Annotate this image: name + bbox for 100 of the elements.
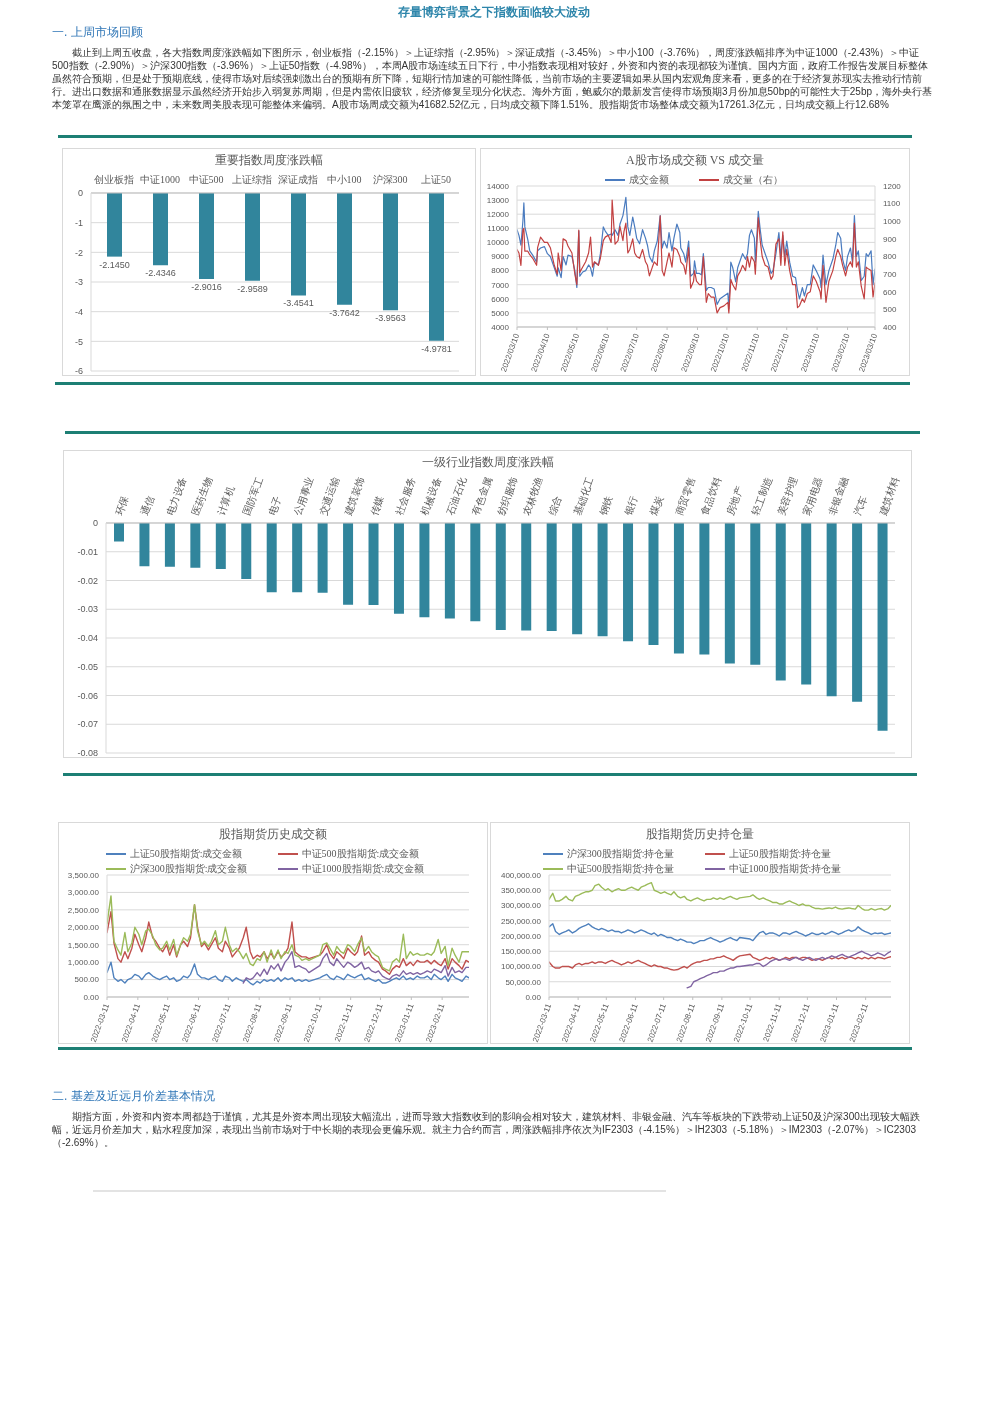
legend-label: 成交量（右） — [723, 173, 783, 186]
y-tick-label: -0.08 — [77, 748, 98, 759]
x-tick-label: 钢铁 — [596, 494, 615, 518]
x-tick-label: 机械设备 — [418, 475, 443, 517]
y2-tick-label: 1200 — [883, 181, 902, 191]
y-tick-label: 200,000.00 — [500, 931, 542, 941]
y-tick-label: 300,000.00 — [500, 901, 542, 911]
x-tick-label: 房地产 — [724, 484, 745, 517]
x-tick-label: 传媒 — [368, 494, 386, 517]
data-label: -2.9589 — [237, 283, 268, 294]
y-tick-label: 150,000.00 — [500, 947, 542, 957]
x-tick-label: 深证成指 — [278, 174, 318, 185]
y2-tick-label: 900 — [883, 234, 897, 244]
chart-title: A股市场成交额 VS 成交量 — [625, 151, 764, 169]
x-tick-label: 美容护理 — [775, 475, 800, 517]
x-tick-label: 非银金融 — [826, 475, 851, 517]
y2-tick-label: 400 — [883, 322, 897, 332]
x-tick-label: 石油石化 — [444, 475, 469, 517]
text: 存量博弈背景之下指数面临较大波动 — [397, 5, 590, 19]
y-tick-label: 4000 — [491, 322, 510, 332]
y-tick-label: 0 — [77, 188, 83, 199]
x-tick-label: 中证500 — [188, 174, 224, 185]
y-tick-label: -3 — [74, 277, 83, 288]
legend-label: 上证50股指期货:持仓量 — [728, 847, 832, 860]
x-tick-label: 银行 — [622, 494, 640, 518]
legend-label: 中证1000股指期货:持仓量 — [728, 862, 842, 875]
x-tick-label: 食品饮料 — [698, 475, 723, 517]
x-tick-label: 中证1000 — [140, 174, 180, 185]
chart-title: 股指期货历史成交额 — [219, 825, 327, 843]
y-tick-label: 5000 — [491, 308, 510, 318]
y-tick-label: 100,000.00 — [500, 962, 542, 972]
y-tick-label: -0.02 — [77, 575, 98, 586]
y-tick-label: -0.06 — [77, 690, 98, 701]
data-label: -2.9016 — [191, 282, 222, 293]
y-tick-label: -4 — [74, 306, 83, 317]
y-tick-label: 500.00 — [74, 975, 100, 985]
y-tick-label: 13000 — [486, 195, 510, 205]
y-tick-label: 3,000.00 — [67, 888, 100, 898]
line-series — [686, 950, 891, 989]
line-series — [242, 950, 469, 984]
y-tick-label: -0.07 — [77, 719, 98, 730]
line-series — [549, 881, 891, 911]
x-tick-label: 轻工制造 — [749, 475, 774, 517]
x-tick-label: 纺织服饰 — [495, 475, 520, 517]
x-tick-label: 综合 — [546, 494, 564, 517]
data-label: -3.7642 — [329, 307, 360, 318]
y-tick-label: 1,500.00 — [67, 940, 100, 950]
x-tick-label: 农林牧渔 — [520, 475, 545, 517]
y-tick-label: 8000 — [491, 266, 510, 276]
y-tick-label: 7000 — [491, 280, 510, 290]
text: 截止到上周五收盘，各大指数周度涨跌幅如下图所示，创业板指（-2.15%）＞上证综指（-2.95%）＞深证成指（-3.45%）＞中小100（-3.76%），周度涨跌幅排序为中证1000（-2.43%）＞中证500指数（-2.90%）＞沪深300指数（-3.96%）＞上证50指数（-4.98%），本周A股市场连续五日下行，中小指数表现相对较好，外资和内资的表现都较为谨慎。国内方面，政府工作报告发展目标整体虽然符合预期，但是处于预期底线，使得市场对后续强刺激出台的预期有所下降，短期行情加速的可能性降低，当前市场的主要逻辑如果从国内宏观角度来看，更多的在于经济复苏现实去推动行情前行。进出口数据和通胀数据显示虽然经济开始步入弱复苏周期，但是内需依旧疲软，经济修复呈现分化状态。海外方面，鲍威尔的最新发言使得市场预期3月份加息50bp的可能性大于25bp，海外央行基本笼罩在鹰派的氛围之中，未来数周美股表现可能整体来偏弱。A股市场周成交额为41682.52亿元，日均成交额下降1.51%。股指期货市场整体成交额为17261.3亿元，日均成交额上行12.68% — [52, 46, 934, 111]
y-tick-label: 14000 — [486, 181, 510, 191]
text: 二. 基差及近远月价差基本情况 — [52, 1089, 215, 1103]
y-tick-label: 3,500.00 — [67, 870, 100, 880]
data-label: -4.9781 — [421, 343, 452, 354]
y-tick-label: 6000 — [491, 294, 510, 304]
legend-label: 中证500股指期货:持仓量 — [566, 862, 675, 875]
data-label: -2.1450 — [99, 259, 130, 270]
y-tick-label: -0.01 — [77, 546, 98, 557]
y2-tick-label: 1000 — [883, 217, 902, 227]
y2-tick-label: 600 — [883, 287, 897, 297]
y-tick-label: 2,000.00 — [67, 923, 100, 933]
x-tick-label: 商贸零售 — [673, 475, 698, 517]
y-tick-label: 9000 — [491, 252, 510, 262]
x-tick-label: 上证50 — [421, 174, 451, 185]
x-tick-label: 沪深300 — [372, 174, 408, 185]
y-tick-label: 11000 — [487, 224, 510, 234]
y-tick-label: 50,000.00 — [505, 977, 542, 987]
y-tick-label: 0.00 — [83, 992, 100, 1002]
x-tick-label: 交通运输 — [317, 475, 342, 517]
y2-tick-label: 800 — [883, 252, 897, 262]
legend-label: 成交金额 — [629, 173, 669, 186]
y-tick-label: -1 — [74, 217, 83, 228]
legend-label: 中证1000股指期货:成交金额 — [301, 862, 425, 875]
x-tick-label: 汽车 — [851, 494, 869, 517]
y2-tick-label: 500 — [883, 305, 897, 315]
data-label: -3.9563 — [375, 313, 406, 324]
x-tick-label: 电力设备 — [164, 475, 189, 517]
y-tick-label: 250,000.00 — [500, 916, 542, 926]
chart-title: 重要指数周度涨跌幅 — [215, 151, 323, 169]
x-tick-label: 有色金属 — [469, 475, 494, 517]
data-label: -3.4541 — [283, 298, 314, 309]
y-tick-label: -0.04 — [77, 633, 98, 644]
y-tick-label: -6 — [74, 366, 83, 377]
data-label: -2.4346 — [145, 268, 176, 279]
y-tick-label: 400,000.00 — [500, 870, 542, 880]
x-tick-label: 医药生物 — [189, 475, 214, 517]
y2-tick-label: 700 — [883, 269, 897, 279]
line-series — [107, 961, 469, 986]
legend-label: 沪深300股指期货:持仓量 — [566, 847, 675, 860]
legend-label: 沪深300股指期货:成交金额 — [129, 862, 248, 875]
x-tick-label: 创业板指 — [94, 174, 134, 185]
y-tick-label: 0.00 — [525, 992, 542, 1002]
x-tick-label: 国防军工 — [240, 475, 265, 517]
y-tick-label: 1,000.00 — [67, 957, 100, 967]
line-series — [549, 923, 891, 945]
legend-label: 中证500股指期货:成交金额 — [301, 847, 420, 860]
y-tick-label: 350,000.00 — [500, 886, 542, 896]
line-series — [549, 953, 891, 971]
x-tick-label: 建筑材料 — [876, 475, 902, 518]
